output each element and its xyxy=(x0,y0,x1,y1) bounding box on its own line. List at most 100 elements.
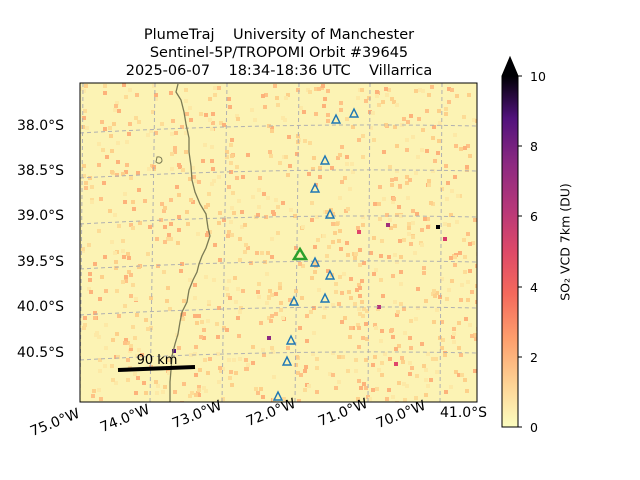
noise-pixel xyxy=(129,347,133,351)
noise-pixel xyxy=(354,358,358,362)
noise-pixel xyxy=(156,264,160,268)
noise-pixel xyxy=(335,222,339,226)
noise-pixel xyxy=(270,314,274,318)
noise-pixel xyxy=(351,170,355,174)
noise-pixel xyxy=(283,118,287,122)
noise-pixel xyxy=(393,300,397,304)
noise-pixel xyxy=(360,279,364,283)
noise-pixel xyxy=(93,316,97,320)
noise-pixel xyxy=(423,217,427,221)
noise-pixel xyxy=(99,397,103,401)
noise-pixel xyxy=(399,214,403,218)
station-triangle-icon xyxy=(319,292,331,303)
noise-pixel xyxy=(375,387,379,391)
noise-pixel xyxy=(408,361,412,365)
noise-pixel xyxy=(364,99,368,103)
noise-pixel xyxy=(373,323,377,327)
noise-pixel xyxy=(417,117,421,121)
corner-lat-label: 41.0°S xyxy=(440,405,488,421)
noise-pixel xyxy=(121,280,125,284)
noise-pixel xyxy=(301,225,305,229)
noise-pixel xyxy=(440,187,444,191)
noise-pixel xyxy=(263,105,267,109)
noise-pixel xyxy=(177,346,181,350)
noise-pixel xyxy=(395,260,399,264)
noise-pixel xyxy=(427,183,431,187)
high-so2-pixel xyxy=(357,230,361,234)
noise-pixel xyxy=(380,239,384,243)
station-triangle-icon xyxy=(288,295,300,306)
noise-pixel xyxy=(338,196,342,200)
colorbar-tick-label: 4 xyxy=(530,280,538,295)
noise-pixel xyxy=(129,176,133,180)
noise-pixel xyxy=(202,328,206,332)
station-triangle-icon xyxy=(285,334,297,345)
noise-pixel xyxy=(126,358,130,362)
noise-pixel xyxy=(203,143,207,147)
noise-pixel xyxy=(193,314,197,318)
noise-pixel xyxy=(435,291,439,295)
noise-pixel xyxy=(151,110,155,114)
noise-pixel xyxy=(270,237,274,241)
noise-pixel xyxy=(253,118,257,122)
noise-pixel xyxy=(311,167,315,171)
noise-pixel xyxy=(115,173,119,177)
noise-pixel xyxy=(97,163,101,167)
noise-pixel xyxy=(168,307,172,311)
noise-pixel xyxy=(380,329,384,333)
noise-pixel xyxy=(463,270,467,274)
noise-pixel xyxy=(133,372,137,376)
noise-pixel xyxy=(407,232,411,236)
noise-pixel xyxy=(103,91,107,95)
noise-pixel xyxy=(440,320,444,324)
noise-pixel xyxy=(266,196,270,200)
noise-pixel xyxy=(470,290,474,294)
noise-pixel xyxy=(218,211,222,215)
noise-pixel xyxy=(365,337,369,341)
noise-pixel xyxy=(234,300,238,304)
noise-pixel xyxy=(447,223,451,227)
noise-pixel xyxy=(326,89,330,93)
noise-pixel xyxy=(348,335,352,339)
noise-pixel xyxy=(225,328,229,332)
noise-pixel xyxy=(414,317,418,321)
noise-pixel xyxy=(453,255,457,259)
noise-pixel xyxy=(217,175,221,179)
noise-pixel xyxy=(426,384,430,388)
noise-pixel xyxy=(211,112,215,116)
noise-pixel xyxy=(258,176,262,180)
noise-pixel xyxy=(237,199,241,203)
noise-pixel xyxy=(238,310,242,314)
noise-pixel xyxy=(465,168,469,172)
noise-pixel xyxy=(87,287,91,291)
noise-pixel xyxy=(236,287,240,291)
noise-pixel xyxy=(374,268,378,272)
noise-pixel xyxy=(409,319,413,323)
noise-pixel xyxy=(452,340,456,344)
noise-pixel xyxy=(407,222,411,226)
noise-pixel xyxy=(210,127,214,131)
noise-pixel xyxy=(377,202,381,206)
noise-pixel xyxy=(420,148,424,152)
noise-pixel xyxy=(294,289,298,293)
map-frame xyxy=(79,82,478,403)
noise-pixel xyxy=(357,307,361,311)
noise-pixel xyxy=(99,197,103,201)
noise-pixel xyxy=(154,97,158,101)
noise-pixel xyxy=(115,332,119,336)
noise-pixel xyxy=(267,296,271,300)
noise-pixel xyxy=(303,139,307,143)
noise-pixel xyxy=(250,108,254,112)
noise-pixel xyxy=(174,131,178,135)
noise-pixel xyxy=(358,248,362,252)
noise-pixel xyxy=(326,119,330,123)
noise-pixel xyxy=(378,217,382,221)
station-triangle-icon xyxy=(348,107,360,118)
noise-pixel xyxy=(178,165,182,169)
noise-pixel xyxy=(361,134,365,138)
noise-pixel xyxy=(310,276,314,280)
noise-pixel xyxy=(358,263,362,267)
noise-pixel xyxy=(232,358,236,362)
noise-pixel xyxy=(331,351,335,355)
noise-pixel xyxy=(313,262,317,266)
